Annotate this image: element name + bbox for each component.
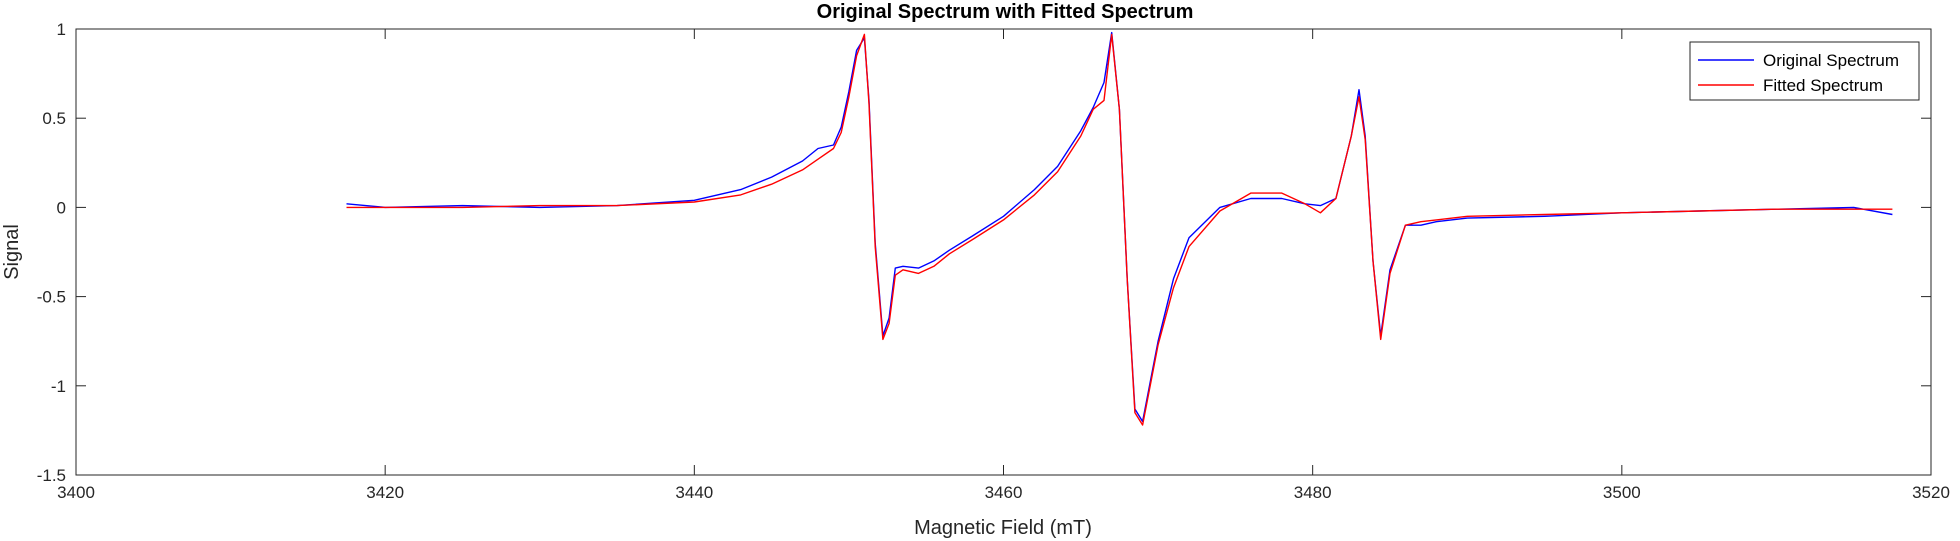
x-tick-label: 3480 xyxy=(1294,483,1332,502)
x-ticks: 3400 3420 3440 3460 3480 3500 3520 xyxy=(57,29,1950,502)
y-tick-label: -0.5 xyxy=(37,288,66,307)
y-tick-label: -1 xyxy=(51,377,66,396)
y-tick-label: 1 xyxy=(57,20,66,39)
series-group xyxy=(346,31,1893,426)
y-tick-label: -1.5 xyxy=(37,466,66,485)
x-tick-label: 3500 xyxy=(1603,483,1641,502)
legend-label-original: Original Spectrum xyxy=(1763,51,1899,70)
y-ticks: -1.5 -1 -0.5 0 0.5 1 xyxy=(37,20,1931,485)
legend-box xyxy=(1689,41,1920,101)
x-tick-label: 3440 xyxy=(675,483,713,502)
y-axis-label: Signal xyxy=(1,224,23,280)
x-tick-label: 3520 xyxy=(1912,483,1950,502)
legend-label-fitted: Fitted Spectrum xyxy=(1763,76,1883,95)
plot-area xyxy=(75,28,1932,476)
y-tick-label: 0 xyxy=(57,198,66,217)
x-tick-label: 3400 xyxy=(57,483,95,502)
series-line-original xyxy=(346,31,1893,423)
chart-title: Original Spectrum with Fitted Spectrum xyxy=(817,1,1194,23)
y-tick-label: 0.5 xyxy=(42,109,66,128)
x-tick-label: 3420 xyxy=(366,483,404,502)
x-tick-label: 3460 xyxy=(985,483,1023,502)
x-axis-label: Magnetic Field (mT) xyxy=(914,517,1092,539)
legend: Original Spectrum Fitted Spectrum xyxy=(1689,41,1920,101)
series-line-fitted xyxy=(346,33,1893,426)
